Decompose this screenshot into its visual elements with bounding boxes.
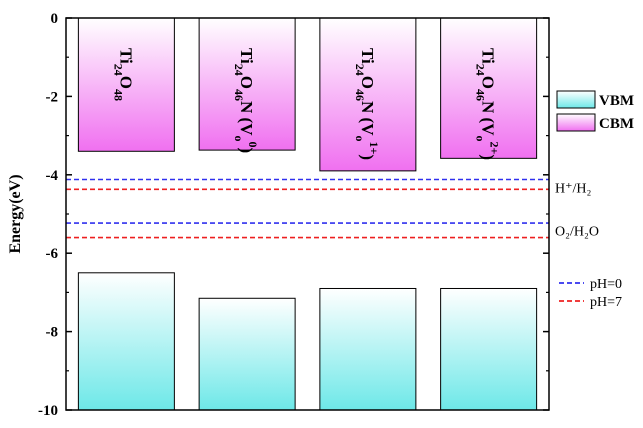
cbm-bar [440, 17, 538, 159]
cbm-bar [77, 17, 175, 152]
vbm-bar [440, 287, 538, 411]
legend-label: CBM [599, 116, 634, 132]
cbm-bar [319, 17, 417, 172]
category-label: Ti24O46N (Vo2+) [474, 48, 502, 160]
legend-line-label: pH=0 [590, 277, 622, 292]
svg-text:Ti24O46N (Vo2+): Ti24O46N (Vo2+) [474, 48, 502, 160]
h-couple-label: H⁺/H₂ [555, 182, 592, 197]
category-label: Ti24O46N (Vo1+) [353, 48, 381, 160]
legend-vbm-swatch [556, 90, 596, 109]
vbm-bar [198, 297, 296, 411]
category-label: Ti24O46N (Vo0) [232, 48, 260, 153]
y-tick-label: 0 [51, 11, 59, 27]
svg-text:Ti24O46N (Vo1+): Ti24O46N (Vo1+) [353, 48, 381, 160]
svg-text:Ti24O48: Ti24O48 [111, 48, 135, 101]
legend-label: VBM [599, 93, 634, 109]
svg-text:Ti24O46N (Vo0): Ti24O46N (Vo0) [232, 48, 260, 153]
y-axis: 0 -2 -4 -6 -8 -10 [38, 11, 549, 419]
legend: VBM CBM pH=0 pH=7 [556, 90, 634, 310]
cbm-bar [198, 17, 296, 151]
category-label: Ti24O48 [111, 48, 135, 101]
bars-layer: Ti24O48 Ti24O46N (Vo0) Ti24O46N (Vo1+) Ti24… [77, 17, 538, 411]
vbm-bar [319, 287, 417, 411]
y-tick-label: -8 [46, 325, 59, 341]
legend-cbm-swatch [556, 113, 596, 132]
legend-line-label: pH=7 [590, 295, 622, 310]
y-tick-label: -4 [46, 168, 59, 184]
vbm-bar [77, 272, 175, 411]
o-couple-label: O₂/H₂O [555, 224, 599, 239]
y-tick-label: -6 [46, 246, 59, 262]
y-tick-label: -10 [38, 403, 58, 419]
side-labels: H⁺/H₂ O₂/H₂O [555, 182, 599, 240]
y-axis-title: Energy(eV) [7, 174, 24, 253]
y-tick-label: -2 [46, 89, 59, 105]
reference-lines-layer [66, 178, 549, 239]
